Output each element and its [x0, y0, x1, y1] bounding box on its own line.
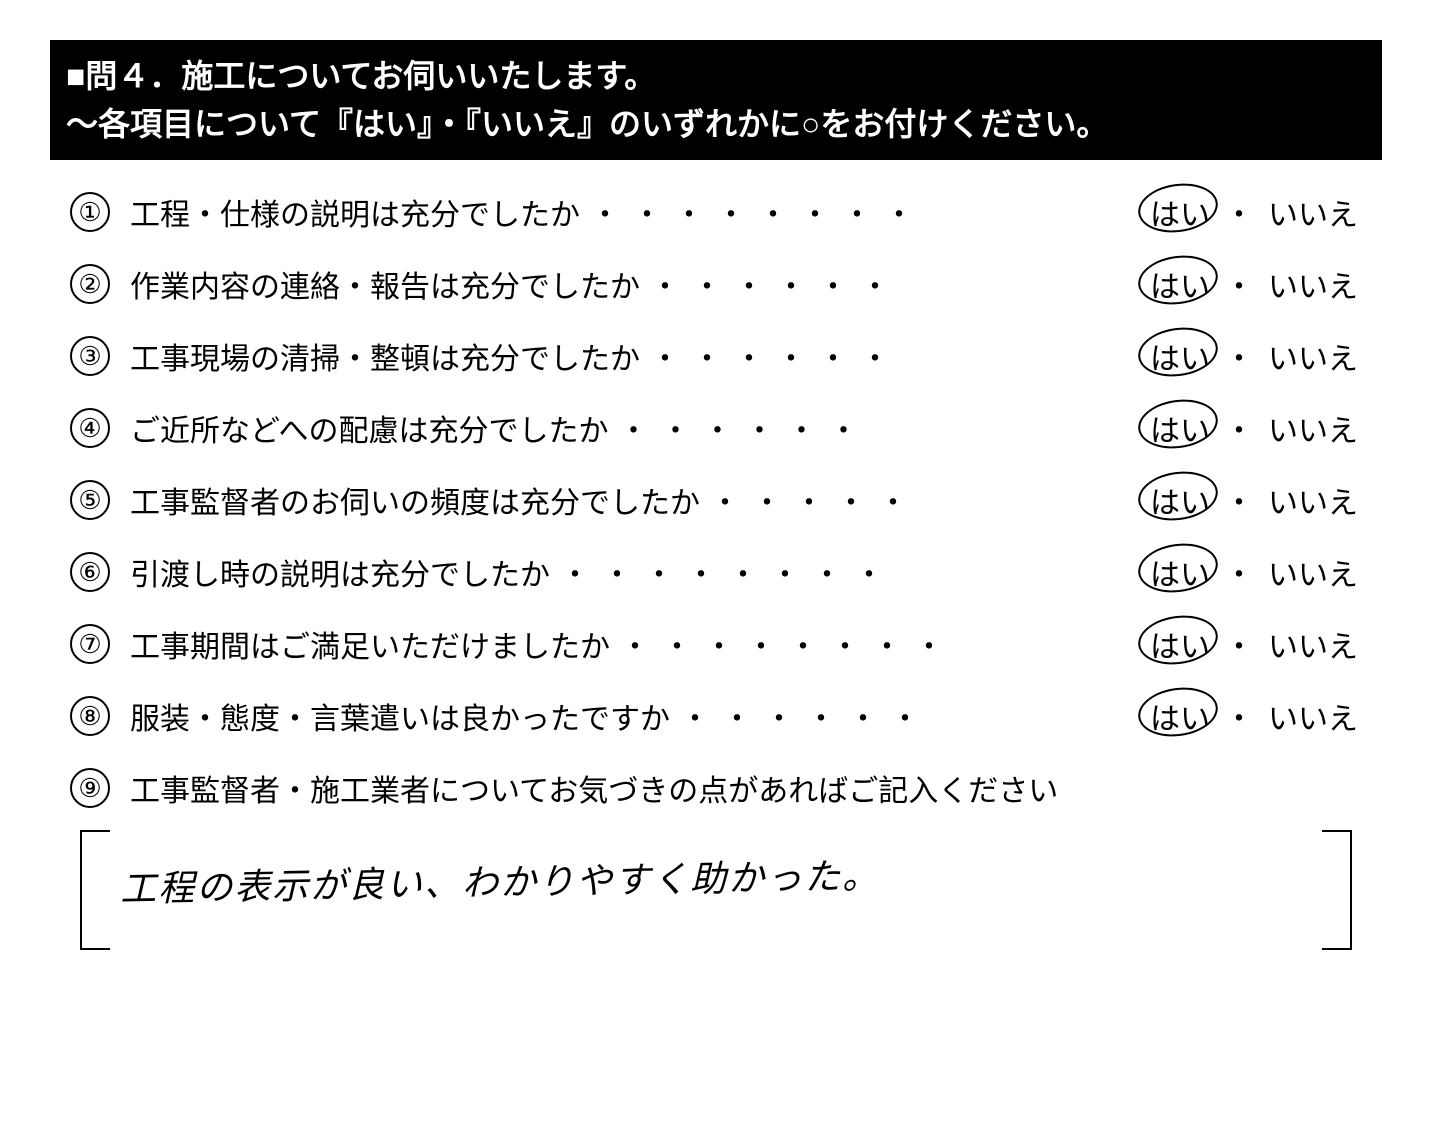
question-number: ⑤: [70, 480, 110, 520]
bracket-left: [80, 830, 110, 950]
answer-separator: ・: [1224, 694, 1254, 738]
dots-leader: ・・・・・・・・: [550, 550, 1146, 594]
answer-options: はい ・ いいえ: [1146, 694, 1362, 738]
answer-separator: ・: [1224, 334, 1254, 378]
answer-separator: ・: [1224, 406, 1254, 450]
answer-no[interactable]: いいえ: [1264, 406, 1362, 450]
question-row-freeform: ⑨ 工事監督者・施工業者についてお気づきの点があればご記入ください: [70, 766, 1362, 810]
question-text: 工事期間はご満足いただけましたか: [130, 622, 610, 666]
answer-options: はい ・ いいえ: [1146, 478, 1362, 522]
answer-options: はい ・ いいえ: [1146, 550, 1362, 594]
answer-no[interactable]: いいえ: [1264, 694, 1362, 738]
dots-leader: ・・・・・・: [640, 334, 1146, 378]
answer-yes[interactable]: はい: [1146, 262, 1214, 306]
answer-yes[interactable]: はい: [1146, 622, 1214, 666]
answer-yes[interactable]: はい: [1146, 406, 1214, 450]
answer-yes[interactable]: はい: [1146, 190, 1214, 234]
answer-no[interactable]: いいえ: [1264, 550, 1362, 594]
header-line1: ■問４．施工についてお伺いいたします。: [66, 52, 1366, 100]
answer-yes[interactable]: はい: [1146, 550, 1214, 594]
question-text: 工事監督者・施工業者についてお気づきの点があればご記入ください: [130, 766, 1058, 810]
question-text: 工程・仕様の説明は充分でしたか: [130, 190, 580, 234]
question-header: ■問４．施工についてお伺いいたします。 ～各項目について『はい』・『いいえ』のい…: [50, 40, 1382, 160]
answer-separator: ・: [1224, 190, 1254, 234]
questions-list: ① 工程・仕様の説明は充分でしたか ・・・・・・・・ はい ・ いいえ ② 作業…: [50, 190, 1382, 950]
question-text: 工事現場の清掃・整頓は充分でしたか: [130, 334, 640, 378]
question-row: ⑤ 工事監督者のお伺いの頻度は充分でしたか ・・・・・ はい ・ いいえ: [70, 478, 1362, 522]
question-number: ④: [70, 408, 110, 448]
question-row: ② 作業内容の連絡・報告は充分でしたか ・・・・・・ はい ・ いいえ: [70, 262, 1362, 306]
answer-no[interactable]: いいえ: [1264, 334, 1362, 378]
question-number: ⑥: [70, 552, 110, 592]
dots-leader: ・・・・・・: [640, 262, 1146, 306]
question-number: ⑦: [70, 624, 110, 664]
answer-options: はい ・ いいえ: [1146, 622, 1362, 666]
answer-options: はい ・ いいえ: [1146, 334, 1362, 378]
question-text: 工事監督者のお伺いの頻度は充分でしたか: [130, 478, 700, 522]
question-text: 作業内容の連絡・報告は充分でしたか: [130, 262, 640, 306]
question-text: ご近所などへの配慮は充分でしたか: [130, 406, 609, 450]
answer-yes[interactable]: はい: [1146, 334, 1214, 378]
answer-yes[interactable]: はい: [1146, 478, 1214, 522]
question-row: ④ ご近所などへの配慮は充分でしたか ・・・・・・ はい ・ いいえ: [70, 406, 1362, 450]
dots-leader: ・・・・・・: [670, 694, 1146, 738]
question-row: ③ 工事現場の清掃・整頓は充分でしたか ・・・・・・ はい ・ いいえ: [70, 334, 1362, 378]
dots-leader: ・・・・・・・・: [580, 190, 1146, 234]
question-row: ⑦ 工事期間はご満足いただけましたか ・・・・・・・・ はい ・ いいえ: [70, 622, 1362, 666]
answer-separator: ・: [1224, 622, 1254, 666]
comment-box[interactable]: 工程の表示が良い、わかりやすく助かった。: [80, 830, 1352, 950]
answer-no[interactable]: いいえ: [1264, 478, 1362, 522]
question-row: ① 工程・仕様の説明は充分でしたか ・・・・・・・・ はい ・ いいえ: [70, 190, 1362, 234]
answer-options: はい ・ いいえ: [1146, 406, 1362, 450]
dots-leader: ・・・・・: [700, 478, 1146, 522]
answer-options: はい ・ いいえ: [1146, 190, 1362, 234]
answer-no[interactable]: いいえ: [1264, 262, 1362, 306]
question-row: ⑧ 服装・態度・言葉遣いは良かったですか ・・・・・・ はい ・ いいえ: [70, 694, 1362, 738]
question-number: ②: [70, 264, 110, 304]
question-text: 引渡し時の説明は充分でしたか: [130, 550, 550, 594]
bracket-right: [1322, 830, 1352, 950]
question-number: ③: [70, 336, 110, 376]
answer-separator: ・: [1224, 478, 1254, 522]
question-row: ⑥ 引渡し時の説明は充分でしたか ・・・・・・・・ はい ・ いいえ: [70, 550, 1362, 594]
question-text: 服装・態度・言葉遣いは良かったですか: [130, 694, 670, 738]
dots-leader: ・・・・・・: [609, 406, 1147, 450]
answer-separator: ・: [1224, 262, 1254, 306]
question-number: ①: [70, 192, 110, 232]
answer-yes[interactable]: はい: [1146, 694, 1214, 738]
question-number: ⑨: [70, 768, 110, 808]
answer-options: はい ・ いいえ: [1146, 262, 1362, 306]
question-number: ⑧: [70, 696, 110, 736]
handwritten-comment: 工程の表示が良い、わかりやすく助かった。: [120, 840, 1313, 913]
dots-leader: ・・・・・・・・: [610, 622, 1146, 666]
answer-separator: ・: [1224, 550, 1254, 594]
header-line2: ～各項目について『はい』・『いいえ』のいずれかに○をお付けください。: [66, 100, 1366, 148]
answer-no[interactable]: いいえ: [1264, 190, 1362, 234]
answer-no[interactable]: いいえ: [1264, 622, 1362, 666]
